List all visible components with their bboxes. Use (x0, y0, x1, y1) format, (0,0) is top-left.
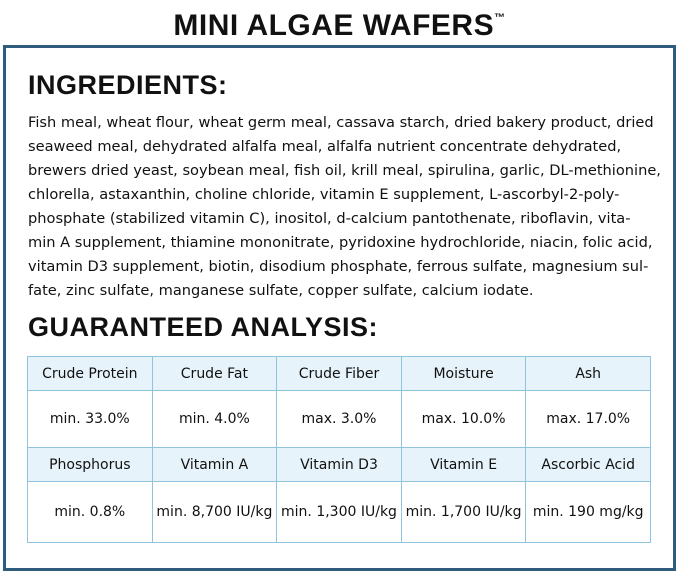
header-cell: Ascorbic Acid (525, 447, 651, 482)
ingredients-text: Fish meal, wheat flour, wheat germ meal,… (28, 111, 668, 303)
header-cell: Vitamin D3 (276, 447, 402, 482)
ingredients-line: min A supplement, thiamine mononitrate, … (28, 234, 653, 251)
ingredients-heading: INGREDIENTS: (28, 70, 228, 100)
header-cell: Vitamin A (151, 447, 278, 482)
value-cell: max. 3.0% (276, 390, 402, 448)
ingredients-line: Fish meal, wheat flour, wheat germ meal,… (28, 114, 654, 131)
ingredients-line: chlorella, astaxanthin, choline chloride… (28, 186, 620, 203)
value-cell: min. 0.8% (27, 481, 153, 543)
ingredients-line: vitamin D3 supplement, biotin, disodium … (28, 258, 649, 275)
analysis-table: Crude Protein Crude Fat Crude Fiber Moistur… (27, 356, 651, 543)
value-cell: min. 190 mg/kg (525, 481, 651, 543)
title: MINI ALGAE WAFERS™ (0, 0, 679, 44)
header-cell: Crude Fiber (276, 356, 402, 391)
header-cell: Moisture (400, 356, 527, 391)
value-cell: max. 10.0% (400, 390, 527, 448)
label-panel: INGREDIENTS: Fish meal, wheat flour, whe… (3, 45, 676, 571)
value-row: min. 33.0% min. 4.0% max. 3.0% max. 10.0% ma… (27, 390, 651, 448)
analysis-heading: GUARANTEED ANALYSIS: (28, 312, 379, 342)
header-cell: Ash (525, 356, 651, 391)
trademark: ™ (494, 12, 506, 24)
header-cell: Crude Protein (27, 356, 153, 391)
ingredients-line: fate, zinc sulfate, manganese sulfate, c… (28, 282, 534, 299)
value-cell: min. 1,700 IU/kg (400, 481, 527, 543)
ingredients-line: phosphate (stabilized vitamin C), inosit… (28, 210, 631, 227)
value-cell: min. 8,700 IU/kg (151, 481, 278, 543)
value-cell: min. 4.0% (151, 390, 278, 448)
value-cell: min. 33.0% (27, 390, 153, 448)
value-cell: min. 1,300 IU/kg (276, 481, 402, 543)
header-cell: Crude Fat (151, 356, 278, 391)
header-row: Crude Protein Crude Fat Crude Fiber Moistur… (27, 356, 651, 391)
ingredients-line: seaweed meal, dehydrated alfalfa meal, a… (28, 138, 622, 155)
header-row: Phosphorus Vitamin A Vitamin D3 Vitamin E As… (27, 447, 651, 482)
value-row: min. 0.8% min. 8,700 IU/kg min. 1,300 IU/k… (27, 481, 651, 543)
ingredients-line: brewers dried yeast, soybean meal, fish … (28, 162, 661, 179)
title-text: MINI ALGAE WAFERS (173, 9, 495, 42)
header-cell: Vitamin E (400, 447, 527, 482)
header-cell: Phosphorus (27, 447, 153, 482)
value-cell: max. 17.0% (525, 390, 651, 448)
